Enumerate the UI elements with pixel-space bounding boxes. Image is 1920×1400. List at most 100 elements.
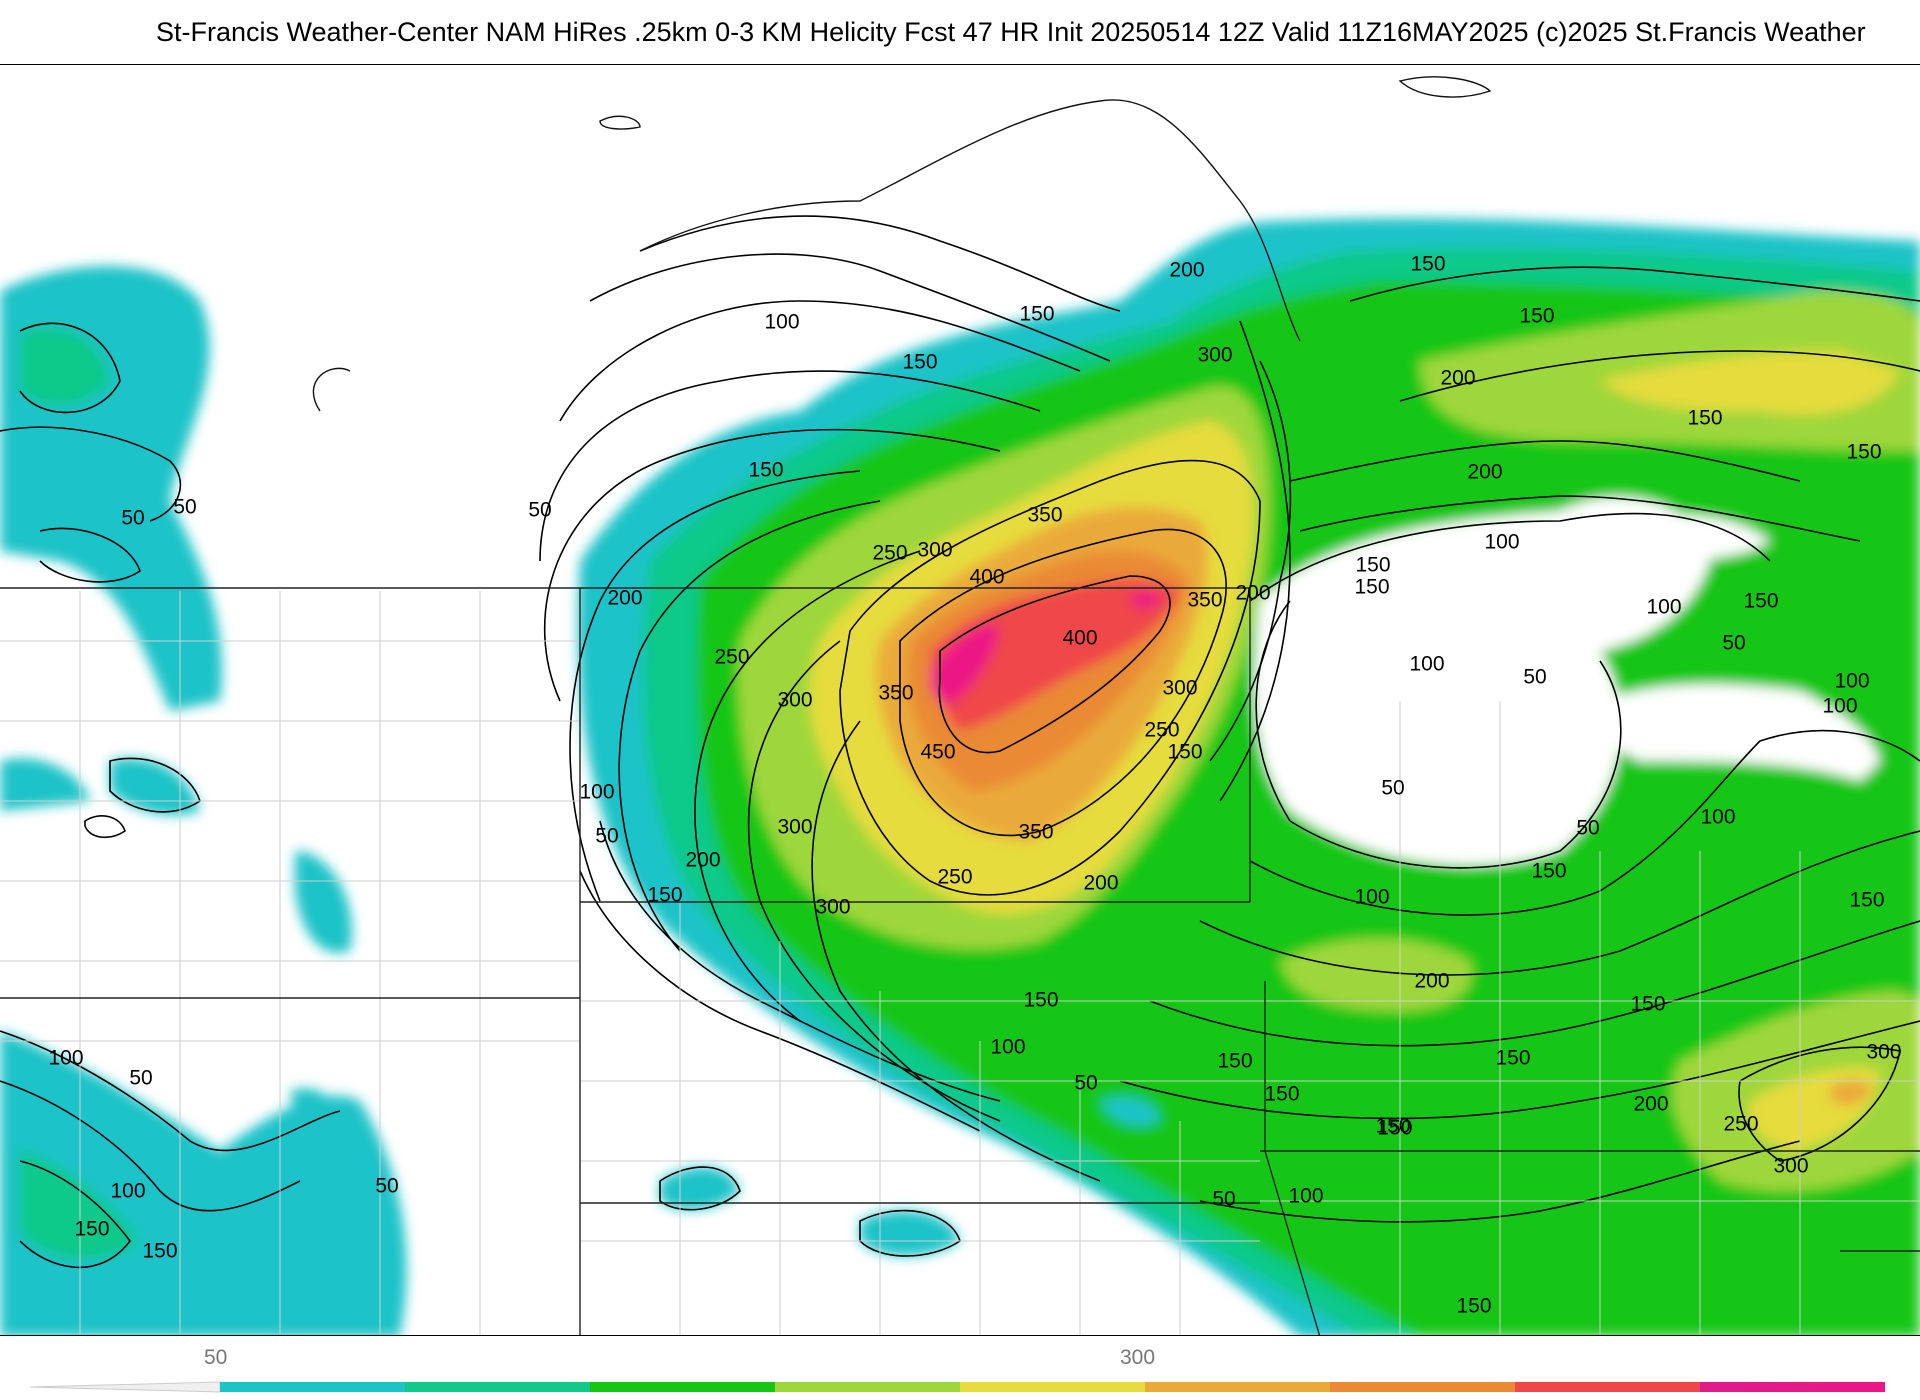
contour-label: 300 (777, 689, 812, 712)
contour-line (0, 1030, 341, 1152)
shade-cyan-patch-2 (860, 1210, 960, 1256)
shade-magenta-core-2 (1130, 591, 1162, 609)
contour-label: 150 (1167, 741, 1202, 764)
contour-label: 250 (937, 866, 972, 889)
contour-line (899, 528, 1227, 837)
contour-line (639, 215, 1121, 312)
contour-label: 350 (878, 682, 913, 705)
contour-label: 150 (1495, 1047, 1530, 1070)
contour-label: 50 (121, 507, 144, 530)
contour-label: 50 (1212, 1188, 1235, 1211)
contour-label: 50 (375, 1175, 398, 1198)
helicity-shading (0, 218, 1920, 1335)
contour-line (1255, 600, 1291, 822)
contour-label: 100 (1822, 695, 1857, 718)
contour-label: 50 (528, 499, 551, 522)
contour-line (539, 370, 1041, 562)
contour-label: 100 (1834, 670, 1869, 693)
legend-bin (590, 1382, 775, 1392)
contour-label: 50 (1576, 817, 1599, 840)
contour-line (659, 1166, 741, 1211)
contour-label: 150 (1019, 303, 1054, 326)
contour-label: 200 (1467, 461, 1502, 484)
contour-label: 300 (815, 896, 850, 919)
contour-label: 250 (1723, 1113, 1758, 1136)
contour-label: 150 (1630, 993, 1665, 1016)
contour-label: 200 (607, 587, 642, 610)
shade-magenta-core (929, 625, 1000, 706)
contour-line (694, 550, 921, 1022)
contour-label: 150 (142, 1240, 177, 1263)
geographic-boundaries (0, 76, 1920, 1335)
contour-label: 50 (129, 1067, 152, 1090)
legend-under-arrow (29, 1381, 221, 1393)
contour-line (0, 1080, 301, 1212)
contour-label: 50 (1523, 666, 1546, 689)
contour-label: 150 (1849, 889, 1884, 912)
contour-line (747, 640, 1001, 1122)
contour-label: 100 (110, 1180, 145, 1203)
legend-tick-label: 300 (1120, 1346, 1156, 1369)
contour-label: 150 (748, 459, 783, 482)
contour-label: 150 (1743, 590, 1778, 613)
contour-label: 100 (990, 1036, 1025, 1059)
contour-label: 400 (1062, 627, 1097, 650)
shade-lime-se (1280, 938, 1472, 1011)
contour-line (1289, 440, 1801, 482)
contour-lines (0, 215, 1920, 1269)
shade-cyan-w2 (0, 758, 90, 811)
contour-label: 150 (1023, 989, 1058, 1012)
shade-cyan-w4 (295, 851, 352, 953)
contour-label: 150 (1355, 554, 1390, 577)
legend-bar (29, 1381, 1888, 1393)
contour-line (938, 575, 1171, 754)
color-legend: 50 300 (0, 1336, 1920, 1400)
contour-line (1399, 350, 1920, 402)
contour-label: 100 (1700, 806, 1735, 829)
contour-label: 300 (1197, 344, 1232, 367)
contour-label: 250 (872, 542, 907, 565)
contour-label: 150 (74, 1218, 109, 1241)
contour-label: 200 (1633, 1093, 1668, 1116)
contour-label: 300 (777, 816, 812, 839)
shade-cyan-w3 (110, 758, 200, 815)
contour-label: 450 (920, 741, 955, 764)
legend-bin (220, 1382, 405, 1392)
contour-label: 200 (1414, 970, 1449, 993)
contour-label: 250 (1144, 719, 1179, 742)
contour-line (579, 870, 981, 1132)
legend-bin (1145, 1382, 1330, 1392)
legend-bin (960, 1382, 1145, 1392)
legend-bin (405, 1382, 590, 1392)
contour-label: 150 (1354, 576, 1389, 599)
contour-label: 100 (48, 1047, 83, 1070)
legend-bin (1515, 1382, 1700, 1392)
contour-label: 100 (1409, 653, 1444, 676)
contour-label: 350 (1018, 821, 1053, 844)
contour-label: 100 (1288, 1185, 1323, 1208)
state-border (1264, 1150, 1321, 1335)
contour-line (1219, 320, 1291, 802)
contour-label: 200 (1440, 367, 1475, 390)
contour-line (19, 322, 121, 414)
contour-line (19, 1160, 132, 1269)
shade-red-core (930, 579, 1180, 731)
map-title: St-Francis Weather-Center NAM HiRes .25k… (156, 17, 1866, 47)
shade-white-hole-far-e (1620, 515, 1770, 561)
shade-cyan-patch-4 (1100, 1097, 1160, 1126)
contour-label: 150 (1519, 305, 1554, 328)
contour-line (1199, 830, 1920, 976)
shade-cyan-patch-3 (290, 1088, 340, 1135)
contour-label: 150 (1375, 1115, 1410, 1138)
contour-line (1299, 495, 1861, 542)
contour-label: 300 (917, 539, 952, 562)
contour-label: 150 (1531, 860, 1566, 883)
contour-label: 150 (1377, 1117, 1412, 1140)
contour-label: 50 (595, 825, 618, 848)
contour-label: 300 (1866, 1041, 1901, 1064)
contour-line (1738, 1046, 1901, 1162)
contour-label: 350 (1187, 589, 1222, 612)
shade-orange-se (1830, 1079, 1872, 1105)
legend-bins (220, 1382, 1885, 1392)
